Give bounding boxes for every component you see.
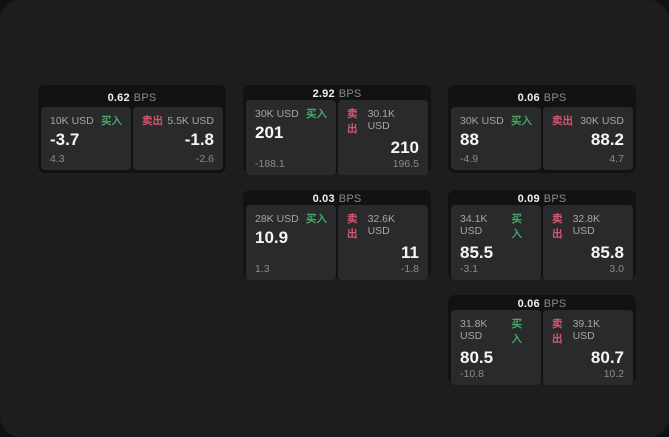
quote-card[interactable]: 0.62 BPS 10K USD 买入 -3.7 4.3 卖出 5.5K USD… — [38, 85, 226, 173]
buy-panel[interactable]: 31.8K USD 买入 80.5 -10.8 — [451, 310, 541, 385]
buy-amount: 10K USD — [50, 115, 94, 127]
buy-delta: -10.8 — [460, 368, 484, 380]
buy-side-label: 买入 — [511, 115, 532, 127]
sell-amount: 5.5K USD — [167, 115, 214, 127]
sell-quote: 210 — [390, 138, 419, 157]
bps-unit-label: BPS — [133, 91, 157, 104]
bps-unit-label: BPS — [543, 193, 567, 205]
sell-quote: 11 — [401, 243, 419, 262]
bps-unit-label: BPS — [543, 298, 567, 310]
buy-delta: 1.3 — [255, 263, 270, 275]
sell-panel[interactable]: 卖出 30.1K USD 210 196.5 — [338, 100, 428, 175]
bps-header: 0.62 BPS — [41, 88, 223, 107]
bps-value: 0.62 — [107, 91, 130, 104]
sell-side-label: 卖出 — [142, 115, 163, 127]
buy-quote: 80.5 — [460, 348, 494, 367]
sell-amount: 39.1K USD — [572, 318, 601, 342]
bps-unit-label: BPS — [338, 88, 362, 100]
buy-amount: 28K USD — [255, 213, 299, 225]
buy-panel[interactable]: 30K USD 买入 201 -188.1 — [246, 100, 336, 175]
sell-delta: 10.2 — [603, 368, 624, 380]
buy-quote: -3.7 — [50, 130, 80, 149]
sell-delta: 196.5 — [392, 158, 419, 170]
bps-header: 0.06 BPS — [451, 298, 633, 310]
sell-panel[interactable]: 卖出 32.6K USD 11 -1.8 — [338, 205, 428, 280]
bps-value: 2.92 — [312, 88, 335, 100]
bps-unit-label: BPS — [338, 193, 362, 205]
sell-quote: 80.7 — [590, 348, 624, 367]
buy-delta: -188.1 — [255, 158, 285, 170]
bps-header: 0.06 BPS — [451, 88, 633, 107]
buy-amount: 34.1K USD — [460, 213, 488, 237]
sell-side-label: 卖出 — [552, 213, 563, 240]
sell-delta: 3.0 — [609, 263, 624, 275]
bps-value: 0.09 — [517, 193, 540, 205]
buy-amount: 31.8K USD — [460, 318, 488, 342]
buy-quote: 88 — [460, 130, 479, 149]
buy-side-label: 买入 — [306, 213, 327, 225]
buy-side-label: 买入 — [511, 318, 522, 345]
buy-amount: 30K USD — [460, 115, 504, 127]
bps-header: 0.09 BPS — [451, 193, 633, 205]
sell-amount: 30K USD — [580, 115, 624, 127]
buy-side-label: 买入 — [511, 213, 522, 240]
sell-side-label: 卖出 — [552, 318, 563, 345]
buy-panel[interactable]: 34.1K USD 买入 85.5 -3.1 — [451, 205, 541, 280]
sell-delta: -1.8 — [400, 263, 419, 275]
bps-header: 2.92 BPS — [246, 88, 428, 100]
sell-amount: 32.8K USD — [572, 213, 601, 237]
sell-amount: 30.1K USD — [367, 108, 396, 132]
buy-panel[interactable]: 28K USD 买入 10.9 1.3 — [246, 205, 336, 280]
bps-unit-label: BPS — [543, 91, 567, 104]
buy-quote: 10.9 — [255, 228, 289, 247]
sell-side-label: 卖出 — [552, 115, 573, 127]
quote-card[interactable]: 0.09 BPS 34.1K USD 买入 85.5 -3.1 卖出 32.8K… — [448, 190, 636, 280]
sell-side-label: 卖出 — [347, 108, 358, 135]
sell-panel[interactable]: 卖出 5.5K USD -1.8 -2.6 — [133, 107, 223, 170]
bps-value: 0.06 — [517, 298, 540, 310]
buy-side-label: 买入 — [101, 115, 122, 127]
sell-delta: 4.7 — [609, 153, 624, 165]
quote-card[interactable]: 2.92 BPS 30K USD 买入 201 -188.1 卖出 30.1K … — [243, 85, 431, 175]
quote-card[interactable]: 0.06 BPS 30K USD 买入 88 -4.9 卖出 30K USD 8… — [448, 85, 636, 173]
sell-side-label: 卖出 — [347, 213, 358, 240]
buy-panel[interactable]: 30K USD 买入 88 -4.9 — [451, 107, 541, 170]
quote-card[interactable]: 0.06 BPS 31.8K USD 买入 80.5 -10.8 卖出 39.1… — [448, 295, 636, 385]
sell-quote: 88.2 — [590, 130, 624, 149]
sell-quote: 85.8 — [590, 243, 624, 262]
sell-panel[interactable]: 卖出 32.8K USD 85.8 3.0 — [543, 205, 633, 280]
quote-card[interactable]: 0.03 BPS 28K USD 买入 10.9 1.3 卖出 32.6K US… — [243, 190, 431, 280]
bps-header: 0.03 BPS — [246, 193, 428, 205]
buy-delta: -4.9 — [460, 153, 479, 165]
sell-quote: -1.8 — [184, 130, 214, 149]
buy-side-label: 买入 — [306, 108, 327, 120]
bps-value: 0.06 — [517, 91, 540, 104]
buy-amount: 30K USD — [255, 108, 299, 120]
buy-quote: 85.5 — [460, 243, 494, 262]
buy-delta: -3.1 — [460, 263, 479, 275]
sell-panel[interactable]: 卖出 30K USD 88.2 4.7 — [543, 107, 633, 170]
buy-panel[interactable]: 10K USD 买入 -3.7 4.3 — [41, 107, 131, 170]
bps-value: 0.03 — [312, 193, 335, 205]
buy-quote: 201 — [255, 123, 284, 142]
sell-delta: -2.6 — [195, 153, 214, 165]
sell-panel[interactable]: 卖出 39.1K USD 80.7 10.2 — [543, 310, 633, 385]
sell-amount: 32.6K USD — [367, 213, 396, 237]
buy-delta: 4.3 — [50, 153, 65, 165]
